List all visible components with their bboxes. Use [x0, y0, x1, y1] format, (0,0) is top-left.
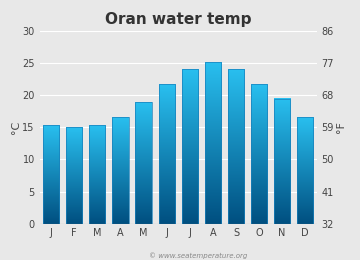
Text: © www.seatemperature.org: © www.seatemperature.org — [149, 252, 247, 259]
Bar — [297, 117, 313, 224]
Bar — [135, 102, 152, 224]
Bar — [43, 125, 59, 224]
Y-axis label: °F: °F — [336, 121, 346, 133]
Bar — [205, 62, 221, 224]
Bar — [228, 69, 244, 224]
Bar — [89, 126, 105, 224]
Title: Oran water temp: Oran water temp — [105, 12, 251, 27]
Bar — [274, 99, 290, 224]
Y-axis label: °C: °C — [11, 121, 21, 134]
Bar — [251, 84, 267, 224]
Bar — [182, 69, 198, 224]
Bar — [112, 117, 129, 224]
Bar — [158, 84, 175, 224]
Bar — [66, 127, 82, 224]
